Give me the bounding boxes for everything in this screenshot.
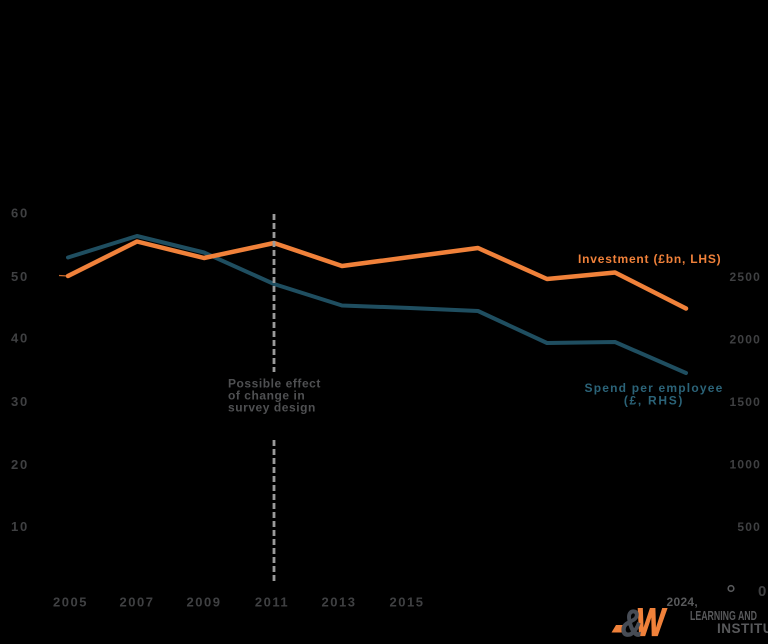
svg-text:40: 40 <box>11 330 29 345</box>
svg-text:LEARNING AND: LEARNING AND <box>690 609 757 623</box>
svg-text:W: W <box>636 601 667 644</box>
svg-text:1500: 1500 <box>730 395 762 409</box>
svg-text:2500: 2500 <box>730 270 762 284</box>
svg-text:Spend per employee: Spend per employee <box>585 381 724 395</box>
svg-text:2007: 2007 <box>120 595 155 610</box>
svg-text:0: 0 <box>758 583 768 600</box>
svg-text:2013: 2013 <box>322 595 357 610</box>
svg-text:2000: 2000 <box>730 333 762 347</box>
svg-text:INSTITUTE: INSTITUTE <box>717 621 768 636</box>
svg-text:&: & <box>621 603 642 644</box>
svg-text:survey design: survey design <box>228 401 316 415</box>
svg-text:2015: 2015 <box>390 595 425 610</box>
svg-text:Possible effect: Possible effect <box>228 377 321 391</box>
svg-text:2011: 2011 <box>255 595 289 610</box>
svg-text:2024,: 2024, <box>667 595 699 609</box>
svg-text:Investment (£bn, LHS): Investment (£bn, LHS) <box>578 252 721 266</box>
svg-text:10: 10 <box>11 519 29 534</box>
svg-text:of change in: of change in <box>228 389 305 403</box>
svg-text:2005: 2005 <box>53 595 88 610</box>
svg-text:60: 60 <box>11 205 29 220</box>
svg-text:50: 50 <box>11 269 29 284</box>
svg-text:1000: 1000 <box>730 458 762 472</box>
svg-text:30: 30 <box>11 394 29 409</box>
svg-text:20: 20 <box>11 457 29 472</box>
svg-text:(£, RHS): (£, RHS) <box>624 394 684 408</box>
svg-text:500: 500 <box>737 520 761 534</box>
svg-text:2009: 2009 <box>187 595 222 610</box>
